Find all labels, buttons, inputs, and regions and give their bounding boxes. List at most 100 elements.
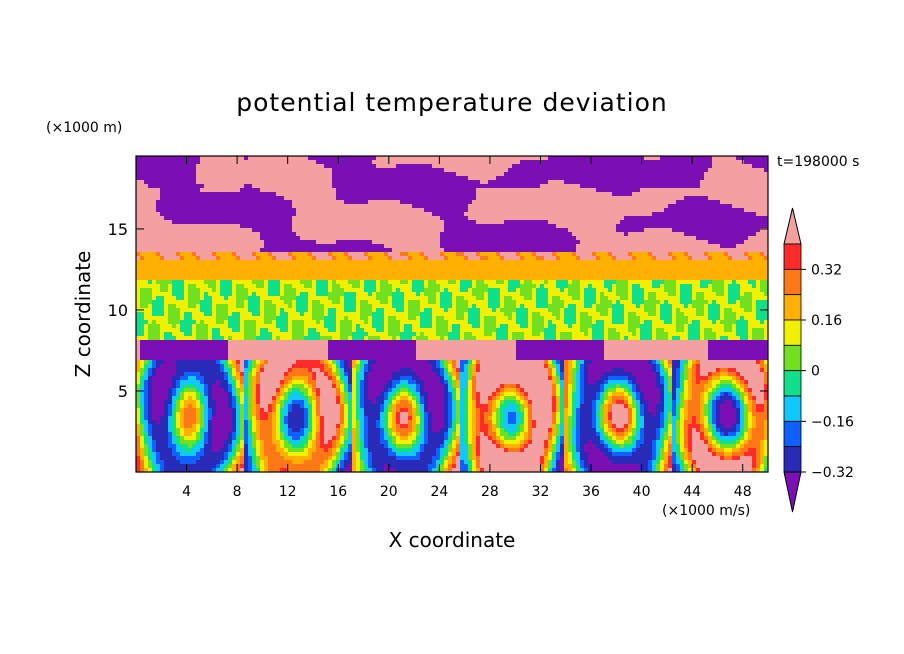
- field-cell: [372, 180, 377, 185]
- field-cell: [376, 224, 381, 229]
- field-cell: [712, 160, 717, 165]
- field-cell: [404, 232, 409, 237]
- field-cell: [496, 208, 501, 213]
- field-cell: [392, 236, 397, 241]
- field-cell: [212, 224, 217, 229]
- field-cell: [428, 216, 433, 221]
- field-cell: [260, 272, 265, 277]
- field-cell: [268, 168, 273, 173]
- field-cell: [468, 236, 473, 241]
- field-cell: [404, 264, 409, 269]
- field-cell: [316, 228, 321, 233]
- field-cell: [312, 264, 317, 269]
- field-cell: [552, 256, 557, 261]
- field-cell: [564, 208, 569, 213]
- field-cell: [444, 252, 449, 257]
- field-cell: [720, 216, 725, 221]
- field-cell: [188, 280, 193, 285]
- field-cell: [380, 260, 385, 265]
- field-cell: [680, 236, 685, 241]
- field-cell: [724, 208, 729, 213]
- field-cell: [744, 208, 749, 213]
- field-cell: [268, 220, 273, 225]
- field-cell: [544, 272, 549, 277]
- field-cell: [620, 192, 625, 197]
- field-cell: [292, 228, 297, 233]
- field-cell: [400, 208, 405, 213]
- field-cell: [508, 252, 513, 257]
- field-cell: [424, 212, 429, 217]
- field-cell: [216, 180, 221, 185]
- field-cell: [148, 188, 153, 193]
- field-cell: [144, 196, 149, 201]
- field-cell: [372, 248, 377, 253]
- field-cell: [172, 160, 177, 165]
- field-cell: [636, 200, 641, 205]
- field-cell: [628, 212, 633, 217]
- field-cell: [596, 160, 601, 165]
- field-cell: [232, 164, 237, 169]
- field-cell: [564, 200, 569, 205]
- field-cell: [268, 160, 273, 165]
- field-cell: [352, 224, 357, 229]
- field-cell: [688, 240, 693, 245]
- field-cell: [476, 196, 481, 201]
- field-cell: [264, 216, 269, 221]
- field-cell: [704, 248, 709, 253]
- field-cell: [276, 268, 281, 273]
- field-cell: [760, 200, 765, 205]
- field-cell: [640, 260, 645, 265]
- field-cell: [704, 228, 709, 233]
- field-cell: [376, 208, 381, 213]
- field-cell: [716, 212, 721, 217]
- field-cell: [496, 228, 501, 233]
- field-cell: [528, 164, 533, 169]
- field-cell: [488, 272, 493, 277]
- field-cell: [412, 260, 417, 265]
- field-cell: [480, 280, 485, 285]
- field-cell: [656, 256, 661, 261]
- field-cell: [548, 200, 553, 205]
- field-cell: [364, 176, 369, 181]
- field-cell: [668, 248, 673, 253]
- field-cell: [476, 192, 481, 197]
- field-cell: [564, 160, 569, 165]
- field-cell: [180, 220, 185, 225]
- field-cell: [744, 268, 749, 273]
- field-cell: [204, 248, 209, 253]
- field-cell: [508, 180, 513, 185]
- field-cell: [700, 216, 705, 221]
- field-cell: [484, 164, 489, 169]
- field-cell: [504, 164, 509, 169]
- field-cell: [256, 260, 261, 265]
- field-cell: [288, 232, 293, 237]
- field-cell: [364, 236, 369, 241]
- field-cell: [344, 200, 349, 205]
- field-cell: [324, 216, 329, 221]
- field-cell: [488, 280, 493, 285]
- field-cell: [148, 248, 153, 253]
- field-cell: [452, 212, 457, 217]
- field-cell: [436, 200, 441, 205]
- field-cell: [392, 268, 397, 273]
- field-cell: [532, 192, 537, 197]
- field-cell: [540, 156, 545, 161]
- field-cell: [400, 180, 405, 185]
- field-cell: [280, 248, 285, 253]
- field-cell: [244, 180, 249, 185]
- field-cell: [724, 212, 729, 217]
- field-cell: [208, 208, 213, 213]
- field-cell: [392, 212, 397, 217]
- field-cell: [532, 276, 537, 281]
- field-cell: [332, 212, 337, 217]
- field-cell: [408, 184, 413, 189]
- field-cell: [688, 176, 693, 181]
- field-cell: [440, 272, 445, 277]
- field-cell: [248, 224, 253, 229]
- field-cell: [340, 260, 345, 265]
- field-cell: [220, 264, 225, 269]
- field-cell: [760, 276, 765, 281]
- field-cell: [428, 252, 433, 257]
- field-cell: [348, 212, 353, 217]
- field-cell: [228, 192, 233, 197]
